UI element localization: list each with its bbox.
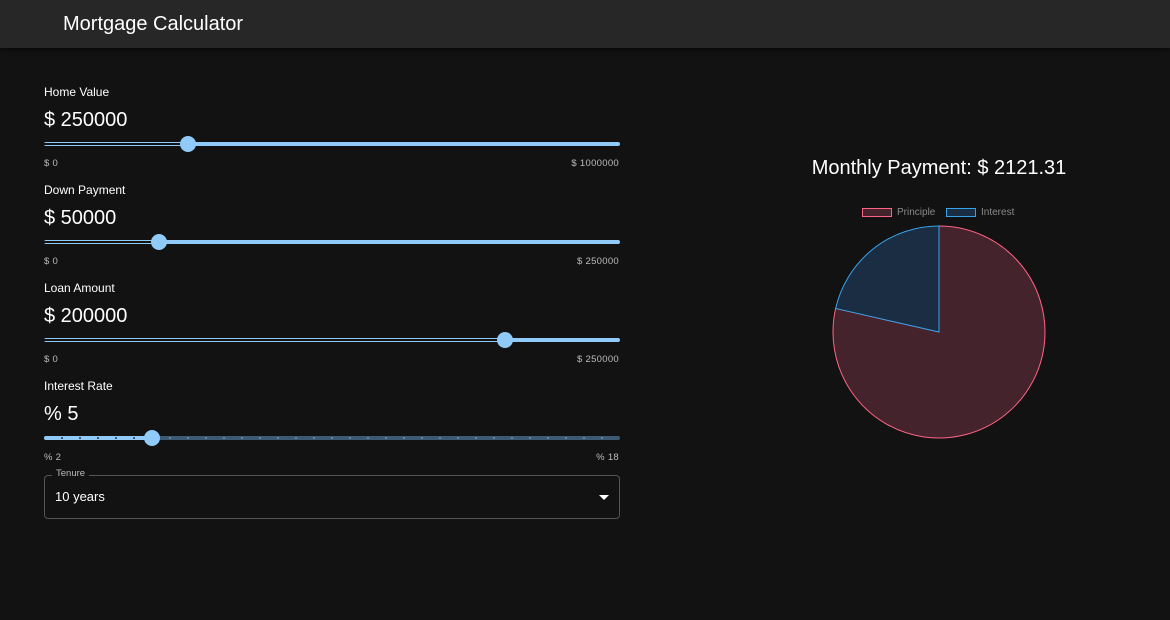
legend-swatch-principle: [862, 208, 892, 217]
home-value-label: Home Value: [44, 85, 110, 99]
interest-rate-slider[interactable]: [44, 428, 620, 448]
loan-amount-max-label: $ 250000: [576, 354, 619, 365]
slider-step-mark: [511, 437, 513, 439]
legend-swatch-interest: [946, 208, 976, 217]
slider-step-mark: [457, 437, 459, 439]
loan-amount-display: $ 200000: [44, 305, 128, 327]
slider-step-mark: [133, 437, 135, 439]
slider-step-mark: [547, 437, 549, 439]
slider-step-mark: [565, 437, 567, 439]
legend-label-interest: Interest: [981, 207, 1015, 218]
down-payment-min-label: $ 0: [44, 256, 59, 267]
tenure-select[interactable]: Tenure 10 years: [44, 468, 620, 519]
down-payment-label: Down Payment: [44, 183, 126, 197]
slider-step-mark: [205, 437, 207, 439]
loan-amount-slider[interactable]: [44, 330, 620, 350]
slider-step-mark: [583, 437, 585, 439]
down-payment-slider-thumb[interactable]: [151, 234, 168, 250]
slider-step-mark: [601, 437, 603, 439]
slider-step-mark: [529, 437, 531, 439]
interest-rate-label: Interest Rate: [44, 379, 113, 393]
slider-rail: [44, 240, 620, 244]
monthly-payment: Monthly Payment: $ 2121.31: [811, 157, 1067, 179]
slider-step-mark: [97, 437, 99, 439]
loan-amount-label: Loan Amount: [44, 281, 115, 295]
slider-step-mark: [439, 437, 441, 439]
slider-step-mark: [79, 437, 81, 439]
legend-label-principle: Principle: [897, 207, 936, 218]
pie-slice-interest: [835, 225, 940, 333]
slider-step-mark: [277, 437, 279, 439]
slider-rail: [44, 338, 620, 342]
slider-step-mark: [475, 437, 477, 439]
legend-item-interest[interactable]: Interest: [946, 207, 1014, 218]
down-payment-display: $ 50000: [44, 207, 117, 229]
tenure-label: Tenure: [52, 468, 90, 479]
slider-step-mark: [115, 437, 117, 439]
loan-amount-min-label: $ 0: [44, 354, 59, 365]
slider-step-mark: [223, 437, 225, 439]
slider-step-mark: [367, 437, 369, 439]
legend-item-principle[interactable]: Principle: [862, 207, 935, 218]
slider-step-mark: [493, 437, 495, 439]
interest-rate-max-label: % 18: [596, 452, 619, 463]
slider-step-mark: [169, 437, 171, 439]
chevron-down-icon[interactable]: [599, 495, 609, 500]
down-payment-slider[interactable]: [44, 232, 620, 252]
slider-step-mark: [313, 437, 315, 439]
slider-step-mark: [241, 437, 243, 439]
slider-step-mark: [187, 437, 189, 439]
tenure-selected-value: 10 years: [55, 489, 105, 504]
app-title: Mortgage Calculator: [63, 13, 244, 35]
slider-step-mark: [61, 437, 63, 439]
home-value-max-label: $ 1000000: [571, 158, 619, 169]
slider-step-mark: [403, 437, 405, 439]
slider-step-mark: [295, 437, 297, 439]
interest-rate-display: % 5: [44, 403, 79, 425]
slider-marks: [44, 437, 620, 439]
payment-pie-chart: [832, 225, 1046, 439]
app-bar: Mortgage Calculator: [0, 0, 1170, 48]
down-payment-max-label: $ 250000: [576, 256, 619, 267]
interest-rate-slider-thumb[interactable]: [144, 430, 160, 446]
slider-step-mark: [421, 437, 423, 439]
slider-rail: [44, 142, 620, 146]
pie-slice-principle: [832, 225, 1046, 439]
slider-step-mark: [385, 437, 387, 439]
slider-step-mark: [349, 437, 351, 439]
loan-amount-slider-thumb[interactable]: [496, 332, 513, 348]
slider-step-mark: [259, 437, 261, 439]
interest-rate-min-label: % 2: [44, 452, 62, 463]
home-value-display: $ 250000: [44, 109, 128, 131]
home-value-slider-thumb[interactable]: [180, 136, 196, 152]
home-value-min-label: $ 0: [44, 158, 59, 169]
slider-step-mark: [331, 437, 333, 439]
home-value-slider[interactable]: [44, 134, 620, 154]
